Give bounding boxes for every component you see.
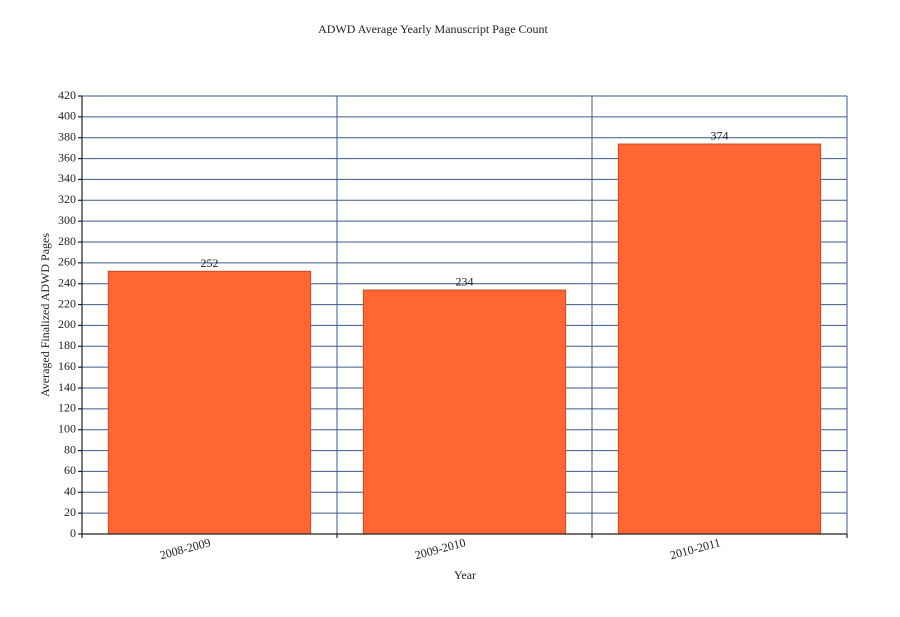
y-tick-label: 380: [58, 129, 76, 143]
x-axis-label: Year: [454, 568, 476, 582]
y-tick-label: 400: [58, 109, 76, 123]
y-tick-label: 200: [58, 317, 76, 331]
y-tick-label: 260: [58, 255, 76, 269]
x-tick-label: 2010-2011: [668, 535, 721, 562]
data-label: 374: [711, 129, 729, 143]
y-tick-label: 60: [64, 463, 76, 477]
y-tick-label: 420: [58, 88, 76, 102]
y-tick-label: 360: [58, 150, 76, 164]
y-tick-label: 80: [64, 442, 76, 456]
y-tick-label: 140: [58, 380, 76, 394]
bar: [362, 289, 567, 535]
y-tick-label: 340: [58, 171, 76, 185]
y-tick-label: 220: [58, 296, 76, 310]
y-tick-label: 180: [58, 338, 76, 352]
bar: [107, 270, 312, 535]
y-tick-label: 300: [58, 213, 76, 227]
y-tick-label: 100: [58, 421, 76, 435]
y-axis-label: Averaged Finalized ADWD Pages: [38, 233, 52, 397]
bar: [617, 143, 822, 535]
data-label: 234: [456, 275, 474, 289]
data-label: 252: [201, 256, 219, 270]
x-tick-label: 2008-2009: [158, 535, 212, 562]
chart-title: ADWD Average Yearly Manuscript Page Coun…: [318, 22, 548, 36]
y-tick-label: 320: [58, 192, 76, 206]
y-tick-label: 160: [58, 359, 76, 373]
y-tick-label: 280: [58, 234, 76, 248]
y-tick-label: 40: [64, 484, 76, 498]
y-tick-label: 20: [64, 505, 76, 519]
y-tick-label: 240: [58, 275, 76, 289]
x-tick-label: 2009-2010: [413, 535, 467, 562]
y-tick-label: 120: [58, 401, 76, 415]
y-tick-label: 0: [70, 526, 76, 540]
